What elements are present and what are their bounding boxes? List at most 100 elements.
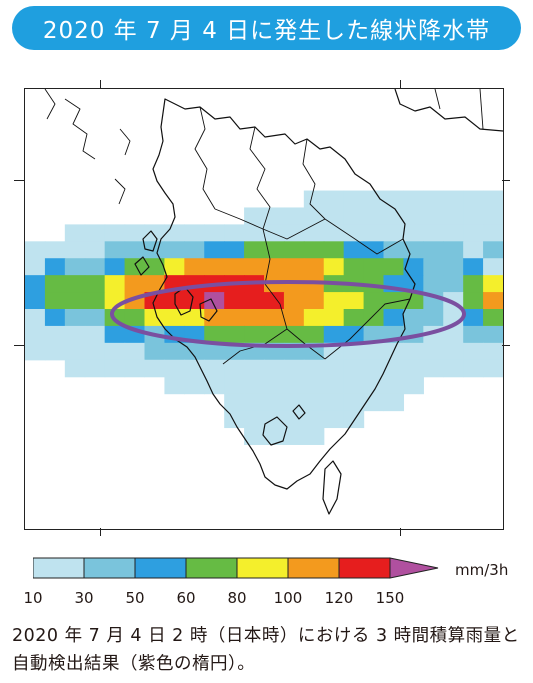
rain-cell: [463, 325, 484, 344]
rain-cell: [383, 309, 405, 327]
rain-cell: [283, 258, 305, 276]
rain-cell: [164, 359, 185, 378]
legend-tick-label: 120: [324, 589, 354, 607]
rain-cell: [363, 359, 385, 378]
rain-cell: [244, 427, 265, 445]
rainfall-map-canvas: [25, 89, 503, 515]
rain-cell: [463, 275, 484, 293]
rain-cell: [25, 342, 46, 361]
rain-cell: [323, 410, 345, 429]
rain-cell: [483, 325, 503, 344]
rain-cell: [283, 292, 305, 310]
rain-cell: [84, 342, 106, 361]
rain-cell: [44, 241, 66, 259]
rain-cell: [423, 342, 444, 361]
rain-cell: [264, 207, 285, 225]
rain-cell: [483, 292, 503, 310]
rain-cell: [44, 258, 66, 276]
rain-cell: [343, 258, 365, 276]
rain-cell: [363, 207, 385, 225]
rain-cell: [184, 359, 205, 378]
rain-cell: [403, 190, 424, 209]
rain-cell: [264, 224, 285, 242]
rain-cell: [323, 309, 345, 327]
rain-cell: [144, 359, 166, 378]
rain-cell: [383, 207, 405, 225]
rain-cell: [224, 325, 245, 344]
rain-cell: [443, 275, 464, 293]
legend-tick-label: 100: [273, 589, 303, 607]
rain-cell: [144, 292, 166, 310]
rain-cell: [403, 224, 424, 242]
legend-swatch: [33, 557, 85, 579]
rain-cell: [403, 207, 424, 225]
rain-cell: [403, 309, 424, 327]
rain-cell: [363, 241, 385, 259]
rain-cell: [403, 359, 424, 378]
rain-cell: [343, 190, 365, 209]
rain-cell: [84, 359, 106, 378]
rain-cell: [25, 292, 46, 310]
rain-cell: [244, 224, 265, 242]
map-tick: [400, 80, 401, 88]
rain-cell: [363, 309, 385, 327]
rain-cell: [84, 309, 106, 327]
rain-cell: [244, 258, 265, 276]
rain-cell: [124, 309, 146, 327]
map-tick: [400, 528, 401, 536]
rain-cell: [423, 207, 444, 225]
legend-swatch: [338, 557, 391, 579]
rain-cell: [443, 258, 464, 276]
rain-cell: [363, 190, 385, 209]
rain-cell: [383, 190, 405, 209]
map-tick: [100, 80, 101, 88]
rain-cell: [264, 309, 285, 327]
rain-cell: [264, 325, 285, 344]
southern-islands: [262, 404, 342, 515]
rain-cell: [84, 275, 106, 293]
rain-cell: [363, 224, 385, 242]
rain-cell: [483, 241, 503, 259]
rain-cell: [303, 376, 325, 395]
map-tick: [502, 180, 510, 181]
rain-cell: [244, 393, 265, 412]
rain-cell: [144, 342, 166, 361]
rain-cell: [363, 292, 385, 310]
rain-cell: [423, 275, 444, 293]
rain-cell: [44, 325, 66, 344]
rain-cell: [124, 224, 146, 242]
rain-cell: [184, 292, 205, 310]
rain-cell: [403, 292, 424, 310]
rain-cell: [483, 190, 503, 209]
rain-cell: [463, 309, 484, 327]
rain-cell: [64, 292, 86, 310]
rain-cell: [283, 359, 305, 378]
rain-cell: [264, 427, 285, 445]
rain-cell: [204, 224, 225, 242]
legend-tick-label: 10: [23, 589, 43, 607]
rain-cell: [323, 224, 345, 242]
rain-cell: [184, 258, 205, 276]
rain-cell: [244, 376, 265, 395]
prefecture-boundaries: [194, 106, 411, 365]
rain-cell: [204, 325, 225, 344]
rain-cell: [403, 376, 424, 395]
rain-cell: [283, 410, 305, 429]
rain-cell: [84, 241, 106, 259]
rain-cell: [264, 393, 285, 412]
rain-cell: [124, 342, 146, 361]
rain-cell: [323, 393, 345, 412]
rain-cell: [84, 224, 106, 242]
rain-cell: [423, 309, 444, 327]
rain-cell: [443, 325, 464, 344]
rain-cell: [403, 342, 424, 361]
rain-cell: [403, 275, 424, 293]
rain-cell: [244, 309, 265, 327]
figure-caption: 2020 年 7 月 4 日 2 時（日本時）における 3 時間積算雨量と自動検…: [12, 626, 520, 674]
rain-cell: [184, 241, 205, 259]
rain-cell: [224, 241, 245, 259]
linear-rainband-detection-ellipse: [110, 280, 466, 348]
rain-cell: [164, 342, 185, 361]
kyushu-coastline: [152, 98, 416, 490]
rain-cell: [224, 359, 245, 378]
